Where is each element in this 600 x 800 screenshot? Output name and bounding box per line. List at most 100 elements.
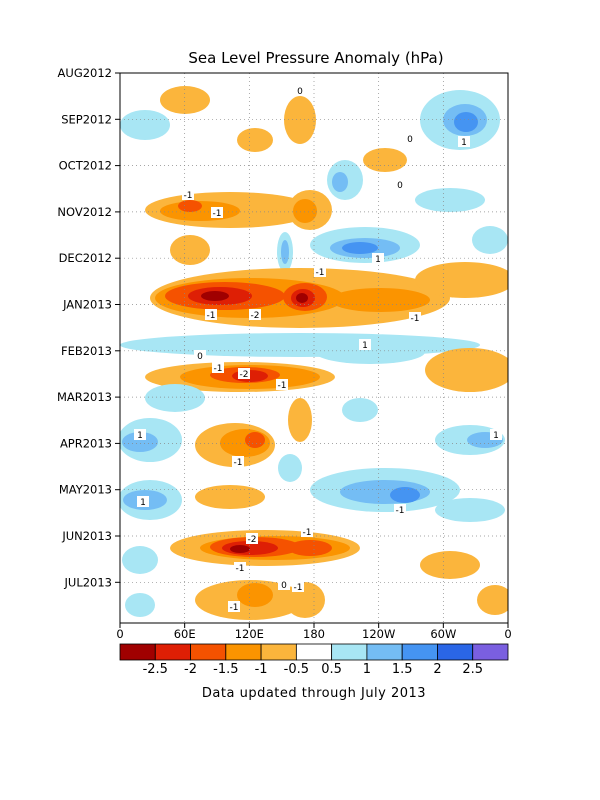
colorbar: -2.5 -2 -1.5 -1 -0.5 0.5 1 1.5 2 2.5: [119, 643, 509, 677]
y-tick-label: APR2013: [60, 436, 112, 450]
x-tick-label: 120W: [362, 627, 395, 641]
anomaly-field: 0 0 0 -1 -1 -1 1 -1 -2 -1 1 0 -1 -2 -1 1 1 -1 -2 -1 -1 0 -1 -1 1…: [120, 73, 508, 623]
y-tick-label: AUG2012: [58, 66, 112, 80]
colorbar-swatch: [472, 643, 509, 661]
field-pos: [390, 487, 420, 503]
contour-label: 1: [359, 339, 371, 351]
colorbar-label: 0.5: [321, 662, 342, 677]
field-neg: [230, 545, 250, 553]
svg-text:-2: -2: [248, 535, 257, 545]
field-neg: [160, 86, 210, 114]
colorbar-swatch: [260, 643, 297, 661]
colorbar-swatch: [119, 643, 156, 661]
svg-text:-1: -1: [396, 506, 405, 516]
y-axis: AUG2012 SEP2012 OCT2012 NOV2012 DEC2012 JAN20…: [57, 66, 120, 589]
y-tick-label: JUN2013: [61, 529, 112, 543]
svg-text:-1: -1: [278, 381, 287, 391]
field-pos: [454, 112, 478, 132]
field-pos: [281, 240, 289, 264]
field-neg: [288, 540, 332, 556]
svg-text:-1: -1: [214, 364, 223, 374]
colorbar-swatch: [295, 643, 333, 661]
x-tick-label: 60W: [430, 627, 456, 641]
contour-label: 0: [394, 179, 406, 191]
svg-text:-1: -1: [294, 583, 303, 593]
svg-text:0: 0: [297, 87, 303, 97]
contour-label: 1: [137, 496, 149, 508]
svg-text:-1: -1: [236, 564, 245, 574]
grid: [120, 73, 508, 623]
y-tick-label: MAY2013: [59, 483, 112, 497]
contour-label: -2: [246, 533, 258, 545]
contour-label: -1: [394, 504, 406, 516]
contour-label: 1: [372, 253, 384, 265]
contour-label: 1: [458, 136, 470, 148]
field-neg: [420, 551, 480, 579]
colorbar-swatch: [366, 643, 403, 661]
y-tick-label: OCT2012: [59, 159, 112, 173]
colorbar-label: -2.5: [143, 662, 168, 677]
svg-text:1: 1: [461, 138, 467, 148]
colorbar-label: -1: [255, 662, 268, 677]
contour-label: -1: [212, 362, 224, 374]
contour-label: -1: [232, 456, 244, 468]
field-neg: [201, 291, 229, 301]
field-pos: [122, 546, 158, 574]
svg-text:-1: -1: [184, 191, 193, 201]
colorbar-swatch: [154, 643, 191, 661]
colorbar-swatch: [190, 643, 227, 661]
contour-label: -1: [301, 526, 313, 538]
svg-text:1: 1: [137, 431, 143, 441]
svg-text:0: 0: [281, 581, 287, 591]
x-axis: 0 60E 120E 180 120W 60W 0: [116, 623, 512, 641]
y-tick-label: NOV2012: [57, 205, 112, 219]
svg-text:-1: -1: [234, 458, 243, 468]
x-tick-label: 0: [504, 627, 511, 641]
colorbar-swatch: [437, 643, 474, 661]
field-pos: [332, 172, 348, 192]
field-neg: [288, 398, 312, 442]
contour-label: -1: [314, 266, 326, 278]
field-neg: [296, 293, 308, 303]
footer-note: Data updated through July 2013: [202, 686, 426, 701]
y-tick-label: JUL2013: [64, 575, 112, 589]
field-neg: [285, 582, 325, 618]
field-pos: [342, 398, 378, 422]
y-tick-label: DEC2012: [59, 251, 112, 265]
colorbar-label: 1.5: [392, 662, 413, 677]
contour-label: -2: [249, 309, 261, 321]
field-pos: [342, 242, 378, 254]
colorbar-label: 2.5: [462, 662, 483, 677]
field-pos: [122, 432, 158, 452]
y-tick-label: JAN2013: [62, 298, 112, 312]
field-neg: [170, 235, 210, 265]
field-neg: [245, 432, 265, 448]
field-pos: [315, 340, 425, 364]
svg-text:-2: -2: [240, 370, 249, 380]
contour-label: 0: [404, 133, 416, 145]
colorbar-label: -2: [184, 662, 197, 677]
y-tick-label: FEB2013: [61, 344, 112, 358]
svg-text:-2: -2: [251, 311, 260, 321]
svg-text:-1: -1: [207, 311, 216, 321]
svg-text:0: 0: [397, 181, 403, 191]
field-neg: [195, 485, 265, 509]
contour-label: 0: [294, 85, 306, 97]
contour-label: 1: [490, 429, 502, 441]
field-pos: [145, 384, 205, 412]
field-pos: [415, 188, 485, 212]
field-neg: [477, 585, 508, 615]
chart-title: Sea Level Pressure Anomaly (hPa): [188, 49, 443, 67]
svg-text:1: 1: [375, 255, 381, 265]
colorbar-label: -1.5: [213, 662, 238, 677]
field-neg: [425, 348, 508, 392]
contour-labels: 0 0 0 -1 -1 -1 1 -1 -2 -1 1 0 -1 -2 -1 1 1 -1 -2 -1 -1 0 -1 -1 1…: [134, 85, 502, 613]
field-neg: [363, 148, 407, 172]
colorbar-swatch: [225, 643, 262, 661]
colorbar-swatch: [331, 643, 368, 661]
svg-text:1: 1: [493, 431, 499, 441]
svg-text:0: 0: [197, 352, 203, 362]
field-neg: [415, 262, 508, 298]
contour-label: -1: [409, 312, 421, 324]
field-pos: [120, 110, 170, 140]
